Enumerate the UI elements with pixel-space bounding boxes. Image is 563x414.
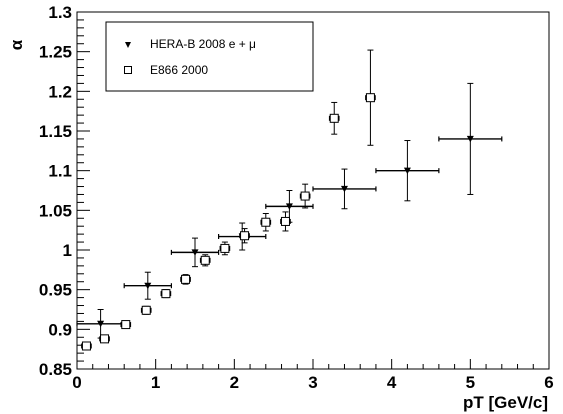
- herab-data-point: [123, 271, 172, 300]
- y-tick-label: 1.05: [39, 201, 72, 220]
- y-tick-label: 1.1: [48, 162, 72, 181]
- x-tick-label: 2: [230, 373, 239, 392]
- x-tick-label: 1: [151, 373, 160, 392]
- e866-data-point: [120, 320, 132, 330]
- e866-data-point: [140, 305, 152, 315]
- herab-data-point: [375, 140, 440, 202]
- e866-data-point: [280, 211, 291, 232]
- legend-box: [105, 21, 314, 92]
- x-tick-label: 6: [544, 373, 553, 392]
- y-tick-label: 0.95: [39, 281, 72, 300]
- e866-data-point: [160, 289, 172, 299]
- square-marker: [141, 305, 151, 315]
- legend-label-herab: HERA-B 2008 e + μ: [150, 37, 256, 51]
- square-marker: [261, 217, 271, 227]
- herab-data-point: [170, 237, 220, 268]
- y-tick-label: 1.3: [48, 3, 72, 22]
- legend: HERA-B 2008 e + μ E866 2000: [105, 21, 314, 92]
- square-marker: [81, 341, 91, 351]
- x-tick-label: 0: [72, 373, 81, 392]
- y-tick-label: 1.2: [48, 82, 72, 101]
- square-marker: [100, 334, 110, 344]
- square-marker: [181, 274, 191, 284]
- herab-data-point: [76, 309, 125, 339]
- triangle-marker: [191, 249, 199, 256]
- square-marker: [240, 231, 250, 241]
- legend-triangle-marker: [125, 42, 131, 48]
- triangle-marker: [466, 135, 474, 143]
- axis-ticks: [76, 11, 550, 370]
- y-tick-label: 1.15: [39, 122, 72, 141]
- y-axis-title: α: [7, 39, 26, 50]
- x-tick-label: 5: [466, 373, 475, 392]
- axis-tick-labels: 0 1 2 3 4 5 6 0.85 0.9 0.95 1 1.05 1.1 1.15 1.2 1.25 1.3: [39, 3, 554, 392]
- triangle-marker: [97, 320, 105, 328]
- square-marker: [329, 113, 339, 123]
- square-marker: [300, 191, 310, 201]
- x-tick-label: 3: [308, 373, 317, 392]
- y-tick-label: 1.25: [39, 43, 72, 62]
- y-tick-label: 0.85: [39, 360, 72, 379]
- e866-data-point: [328, 101, 340, 135]
- legend-label-e866: E866 2000: [150, 63, 208, 77]
- e866-data-point: [219, 241, 231, 256]
- e866-data-point: [365, 49, 376, 146]
- square-marker: [161, 289, 171, 299]
- e866-data-point: [299, 183, 311, 209]
- square-marker: [280, 216, 290, 226]
- square-marker: [121, 320, 131, 330]
- e866-data-point: [99, 334, 110, 344]
- e866-data-point: [239, 228, 250, 244]
- triangle-marker: [144, 282, 152, 290]
- square-marker: [220, 243, 230, 253]
- square-marker: [200, 255, 210, 265]
- triangle-marker: [285, 203, 293, 210]
- triangle-marker: [403, 167, 411, 175]
- e866-data-point: [81, 341, 92, 351]
- e866-data-point: [180, 274, 191, 285]
- legend-square-marker: [124, 66, 132, 74]
- triangle-marker: [340, 185, 348, 193]
- herab-data-point: [312, 168, 377, 210]
- data-marks: [76, 49, 503, 351]
- x-tick-label: 4: [387, 373, 397, 392]
- e866-data-point: [260, 213, 272, 232]
- herab-data-point: [438, 82, 503, 195]
- y-tick-label: 1: [63, 241, 72, 260]
- y-tick-label: 0.9: [48, 320, 72, 339]
- square-marker: [365, 93, 375, 103]
- e866-data-point: [199, 254, 211, 267]
- x-axis-title: pT [GeV/c]: [463, 393, 548, 412]
